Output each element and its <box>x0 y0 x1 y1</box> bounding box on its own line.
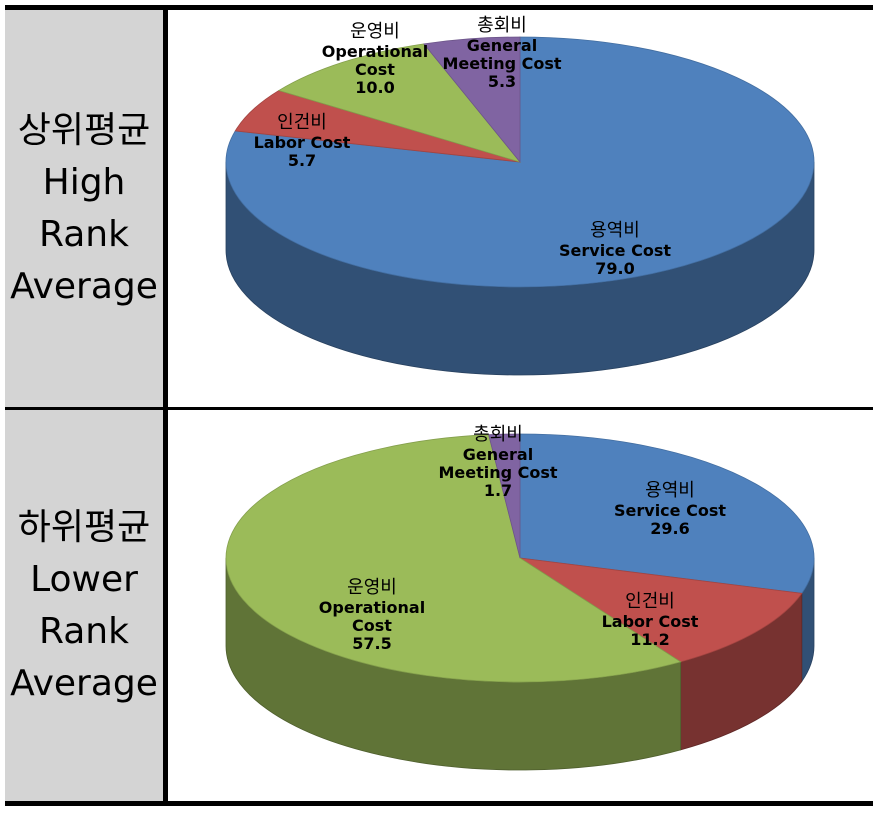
data-label-text: 인건비 <box>625 591 675 612</box>
data-label-text: General <box>463 445 533 464</box>
data-label-value: 10.0 <box>355 78 394 97</box>
data-label-text: Meeting Cost <box>442 54 561 73</box>
data-label-operational: 운영비 Operational Cost 57.5 <box>319 577 425 653</box>
pie-chart-high-rank: 용역비 Service Cost 79.0 인건비 Labor Cost 5.7 운영비 Op… <box>225 15 815 376</box>
pie-slice-labor <box>519 557 803 663</box>
data-label-value: 1.7 <box>484 481 512 500</box>
data-label-text: Meeting Cost <box>438 463 557 482</box>
table-column-divider <box>163 5 168 805</box>
data-label-text: Service Cost <box>614 501 726 520</box>
pie-slice-operational <box>225 434 682 683</box>
row-label-line: Average <box>10 662 158 704</box>
data-label-text: Cost <box>352 616 392 635</box>
data-label-value: 29.6 <box>650 519 689 538</box>
row-label-high-rank: 상위평균 High Rank Average <box>5 10 163 407</box>
pie-data-labels: 용역비 Service Cost 79.0 인건비 Labor Cost 5.7 운영비 Op… <box>254 15 672 278</box>
data-label-text: General <box>467 36 537 55</box>
data-label-text: 운영비 <box>347 577 397 598</box>
data-label-labor: 인건비 Labor Cost 11.2 <box>602 591 699 649</box>
data-label-value: 5.3 <box>488 72 516 91</box>
pie-slice-general <box>423 36 521 164</box>
table-top-border <box>5 5 873 10</box>
data-label-operational: 운영비 Operational Cost 10.0 <box>322 21 428 97</box>
pie-slice-operational <box>277 43 522 163</box>
data-label-text: Operational <box>322 42 428 61</box>
data-label-text: 총회비 <box>473 424 523 445</box>
row-label-line: 하위평균 <box>17 506 151 548</box>
pie-slice-service <box>519 433 815 594</box>
row-label-line: 상위평균 <box>17 109 151 151</box>
data-label-general: 총회비 General Meeting Cost 1.7 <box>438 424 557 500</box>
row-label-line: Average <box>10 265 158 307</box>
data-label-text: Labor Cost <box>254 133 351 152</box>
data-label-text: 총회비 <box>477 15 527 36</box>
row-label-line: Rank <box>39 213 129 255</box>
row-label-line: Lower <box>30 558 138 600</box>
pie-slice-service <box>225 36 815 288</box>
data-label-value: 11.2 <box>630 630 669 649</box>
data-label-general: 총회비 General Meeting Cost 5.3 <box>442 15 561 91</box>
row-label-lower-rank: 하위평균 Lower Rank Average <box>5 410 163 801</box>
data-label-text: Cost <box>355 60 395 79</box>
data-label-text: 인건비 <box>277 112 327 133</box>
data-label-value: 5.7 <box>288 151 316 170</box>
pie-slices <box>225 433 815 683</box>
pie-chart-lower-rank: 용역비 Service Cost 29.6 인건비 Labor Cost 11.2 운영비 O… <box>225 424 815 771</box>
data-label-text: 용역비 <box>590 220 640 241</box>
data-label-value: 79.0 <box>595 259 634 278</box>
data-label-text: 용역비 <box>645 480 695 501</box>
table-bottom-border <box>5 801 873 806</box>
row-label-line: High <box>42 161 126 203</box>
row-label-line: Rank <box>39 610 129 652</box>
data-label-text: Service Cost <box>559 241 671 260</box>
data-label-service: 용역비 Service Cost 29.6 <box>614 480 726 538</box>
data-label-text: Operational <box>319 598 425 617</box>
table-row-divider <box>5 407 873 410</box>
data-label-value: 57.5 <box>352 634 391 653</box>
data-label-text: Labor Cost <box>602 612 699 631</box>
data-label-text: 운영비 <box>350 21 400 42</box>
pie-slices <box>225 36 815 288</box>
data-label-service: 용역비 Service Cost 79.0 <box>559 220 671 278</box>
data-label-labor: 인건비 Labor Cost 5.7 <box>254 112 351 170</box>
pie-data-labels: 용역비 Service Cost 29.6 인건비 Labor Cost 11.2 운영비 O… <box>319 424 727 653</box>
pie-slice-general <box>488 433 521 559</box>
